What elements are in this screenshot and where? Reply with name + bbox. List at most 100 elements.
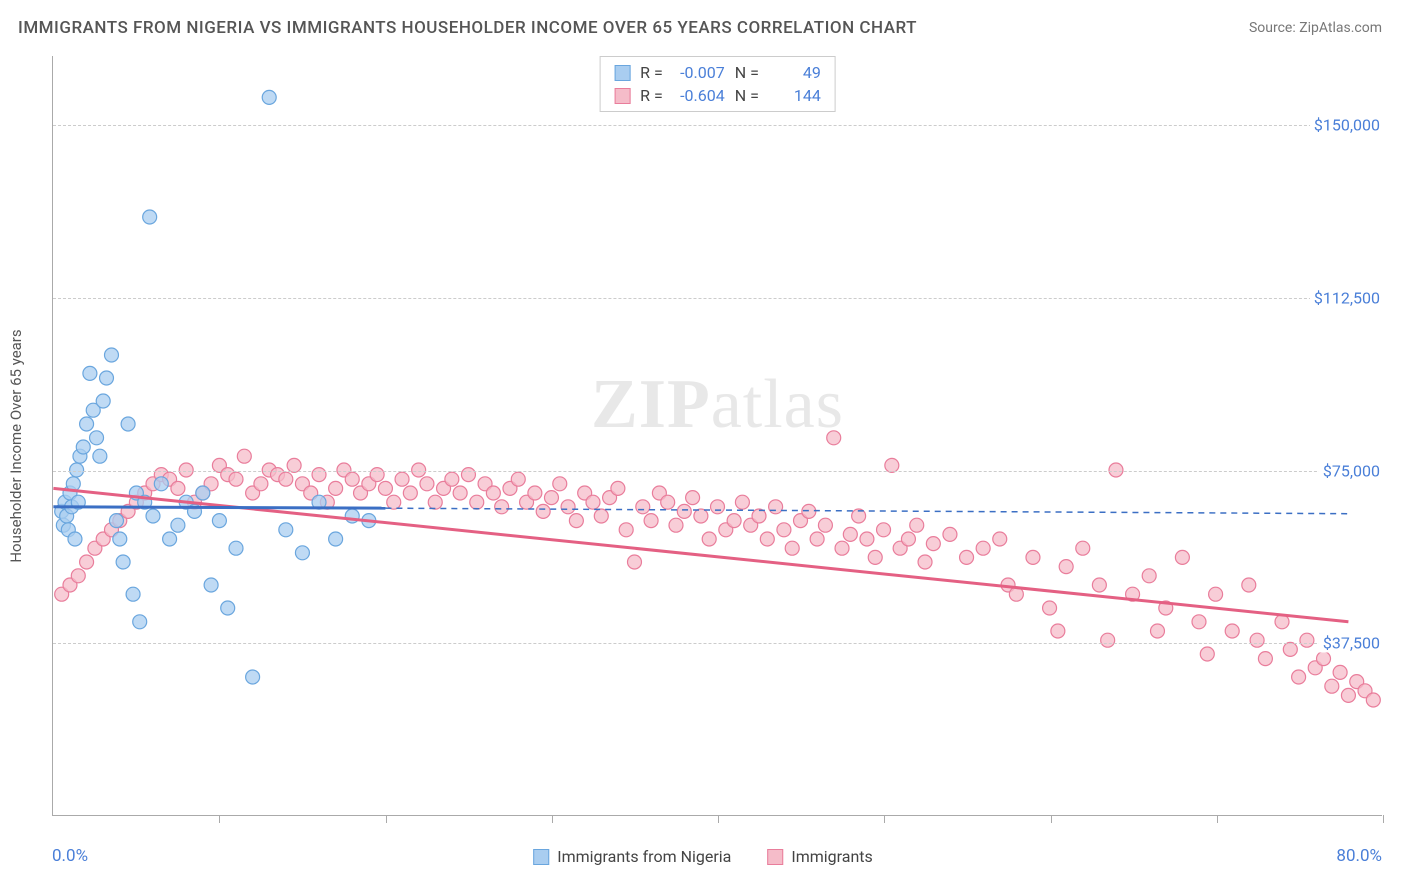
point-immigrants [1209, 587, 1223, 601]
point-immigrants [586, 495, 600, 509]
point-nigeria [104, 348, 118, 362]
point-immigrants [1283, 642, 1297, 656]
point-nigeria [83, 366, 97, 380]
point-immigrants [1150, 624, 1164, 638]
point-nigeria [246, 670, 260, 684]
legend-label-nigeria: Immigrants from Nigeria [557, 847, 731, 866]
x-tick [884, 815, 885, 823]
point-nigeria [154, 477, 168, 491]
point-nigeria [146, 509, 160, 523]
point-nigeria [68, 532, 82, 546]
point-immigrants [627, 555, 641, 569]
point-immigrants [702, 532, 716, 546]
point-immigrants [594, 509, 608, 523]
point-nigeria [212, 514, 226, 528]
grid-line [53, 125, 1382, 126]
chart-plot-area: ZIPatlas R = -0.007 N = 49 R = -0.604 N … [52, 56, 1382, 816]
point-immigrants [536, 504, 550, 518]
point-immigrants [387, 495, 401, 509]
grid-line [53, 643, 1382, 644]
point-immigrants [1300, 633, 1314, 647]
point-immigrants [661, 495, 675, 509]
point-immigrants [1292, 670, 1306, 684]
trendline-nigeria-solid [53, 507, 385, 508]
point-nigeria [295, 546, 309, 560]
grid-line [53, 298, 1382, 299]
x-tick [552, 815, 553, 823]
x-tick [1051, 815, 1052, 823]
swatch-immigrants [614, 88, 630, 104]
point-immigrants [636, 500, 650, 514]
point-immigrants [1200, 647, 1214, 661]
swatch-immigrants-bottom [767, 849, 783, 865]
point-nigeria [113, 532, 127, 546]
chart-title: IMMIGRANTS FROM NIGERIA VS IMMIGRANTS HO… [18, 18, 917, 38]
point-immigrants [428, 495, 442, 509]
point-nigeria [204, 578, 218, 592]
y-axis-title: Householder Income Over 65 years [7, 329, 25, 562]
point-nigeria [121, 417, 135, 431]
point-nigeria [163, 532, 177, 546]
point-immigrants [677, 504, 691, 518]
point-nigeria [171, 518, 185, 532]
point-immigrants [1250, 633, 1264, 647]
point-nigeria [229, 541, 243, 555]
series-legend: Immigrants from Nigeria Immigrants [533, 847, 873, 866]
point-immigrants [1317, 652, 1331, 666]
swatch-nigeria [614, 65, 630, 81]
trendline-nigeria-dashed [385, 508, 1348, 514]
x-tick [219, 815, 220, 823]
point-nigeria [143, 210, 157, 224]
point-immigrants [1258, 652, 1272, 666]
point-immigrants [1225, 624, 1239, 638]
point-immigrants [868, 550, 882, 564]
point-immigrants [860, 532, 874, 546]
point-immigrants [420, 477, 434, 491]
legend-label-immigrants: Immigrants [791, 847, 872, 866]
point-immigrants [495, 500, 509, 514]
point-immigrants [1192, 615, 1206, 629]
point-immigrants [544, 491, 558, 505]
y-tick-label: $75,000 [1319, 461, 1384, 480]
point-immigrants [345, 472, 359, 486]
point-immigrants [777, 523, 791, 537]
point-immigrants [1142, 569, 1156, 583]
point-immigrants [80, 555, 94, 569]
x-tick [1217, 815, 1218, 823]
legend-item-nigeria: Immigrants from Nigeria [533, 847, 731, 866]
point-nigeria [126, 587, 140, 601]
point-immigrants [1175, 550, 1189, 564]
point-immigrants [619, 523, 633, 537]
point-immigrants [279, 472, 293, 486]
point-immigrants [1325, 679, 1339, 693]
point-immigrants [910, 518, 924, 532]
legend-row-immigrants: R = -0.604 N = 144 [614, 84, 821, 107]
legend-r-label: R = [640, 86, 663, 105]
point-nigeria [196, 486, 210, 500]
point-immigrants [943, 527, 957, 541]
point-immigrants [569, 514, 583, 528]
point-nigeria [109, 514, 123, 528]
point-immigrants [827, 431, 841, 445]
point-immigrants [1051, 624, 1065, 638]
point-nigeria [133, 615, 147, 629]
point-immigrants [561, 500, 575, 514]
point-immigrants [785, 541, 799, 555]
point-immigrants [843, 527, 857, 541]
point-immigrants [254, 477, 268, 491]
point-immigrants [669, 518, 683, 532]
point-immigrants [329, 481, 343, 495]
point-nigeria [76, 440, 90, 454]
source-label: Source: ZipAtlas.com [1249, 20, 1382, 36]
point-immigrants [901, 532, 915, 546]
point-immigrants [229, 472, 243, 486]
point-immigrants [1092, 578, 1106, 592]
x-tick [386, 815, 387, 823]
point-nigeria [100, 371, 114, 385]
point-immigrants [395, 472, 409, 486]
point-immigrants [644, 514, 658, 528]
point-nigeria [116, 555, 130, 569]
point-immigrants [1076, 541, 1090, 555]
point-immigrants [1026, 550, 1040, 564]
point-immigrants [528, 486, 542, 500]
